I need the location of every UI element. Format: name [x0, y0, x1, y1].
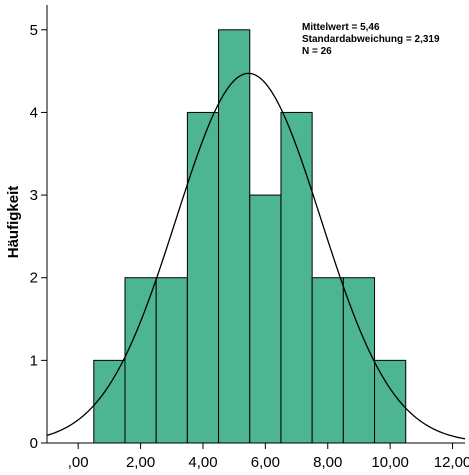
x-tick-label: 12,00 — [434, 454, 469, 471]
x-tick-label: 8,00 — [313, 454, 342, 471]
y-tick-label: 2 — [30, 270, 38, 287]
histogram-bar — [218, 29, 251, 444]
x-ticks: ,00 2,00 4,00 6,00 8,00 10,00 12,00 — [68, 443, 469, 471]
histogram-bar — [124, 277, 157, 444]
stats-n: N = 26 — [302, 46, 332, 57]
y-ticks: 0 1 2 3 4 5 — [30, 22, 47, 452]
histogram-bar — [93, 359, 126, 444]
y-tick-label: 4 — [30, 104, 38, 121]
histogram-bar — [155, 277, 188, 444]
stats-mean: Mittelwert = 5,46 — [302, 22, 380, 33]
normal-curve — [46, 72, 466, 440]
histogram-bar — [186, 111, 220, 444]
y-tick-label: 5 — [30, 22, 38, 39]
y-tick-label: 3 — [30, 187, 38, 204]
x-tick-label: ,00 — [68, 454, 89, 471]
histogram-bar — [374, 359, 407, 444]
y-tick-label: 0 — [30, 435, 38, 452]
y-tick-label: 1 — [30, 352, 38, 369]
stats-legend: Mittelwert = 5,46 Standardabweichung = 2… — [302, 22, 440, 57]
stats-sd: Standardabweichung = 2,319 — [302, 34, 440, 45]
x-tick-label: 2,00 — [126, 454, 155, 471]
y-axis-title: Häufigkeit — [5, 186, 22, 259]
axes — [46, 5, 465, 444]
histogram-bar — [280, 111, 313, 444]
histogram-bar — [311, 277, 344, 444]
histogram-bars — [93, 29, 407, 444]
x-tick-label: 6,00 — [251, 454, 280, 471]
x-tick-label: 10,00 — [371, 454, 409, 471]
x-tick-label: 4,00 — [188, 454, 217, 471]
histogram-bar — [249, 194, 282, 444]
histogram-bar — [342, 277, 376, 444]
